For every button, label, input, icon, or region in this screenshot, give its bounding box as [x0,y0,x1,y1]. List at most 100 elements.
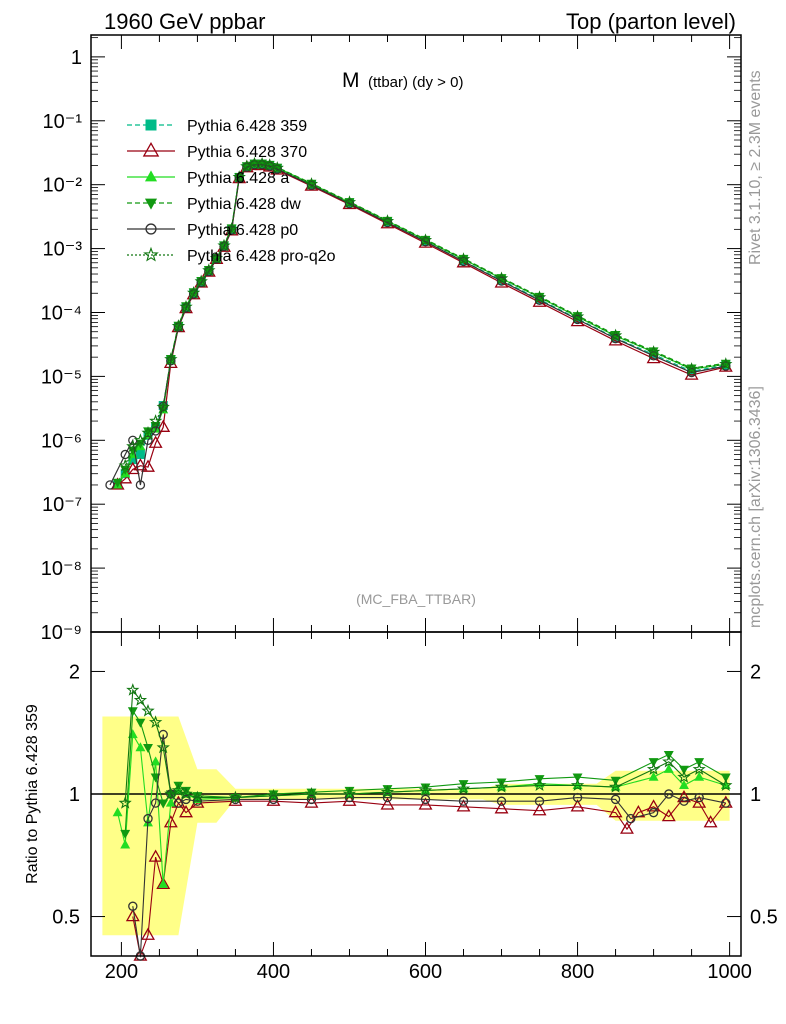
ratio-point [173,798,184,808]
data-point [118,458,132,472]
ratio-y-tick-label: 2 [69,661,80,683]
y-tick-label: 10⁻¹ [43,111,83,133]
ratio-point [164,786,178,800]
data-point [306,180,317,190]
legend-label: Pythia 6.428 a [187,170,289,187]
legend-marker [142,141,160,157]
legend-marker [143,246,159,262]
data-point [226,225,237,235]
ratio-point [494,780,509,793]
data-point [186,286,201,299]
y-tick-label: 10⁻⁹ [41,622,82,644]
data-point [342,195,357,208]
ratio-point [661,808,676,822]
ratio-point [112,807,123,817]
data-point [224,222,239,235]
ratio-point [420,794,431,805]
data-point [420,237,431,247]
ratio-ylabel: Ratio to Pythia 6.428 359 [24,704,41,884]
ratio-point [165,797,176,807]
ratio-point [646,799,661,812]
y-tick-label: 10⁻⁷ [42,494,82,516]
data-point [141,425,155,439]
uncertainty-band [102,716,730,936]
data-point [232,170,246,183]
ratio-point [120,829,131,839]
y-tick-label: 10⁻⁴ [41,302,82,324]
ratio-point [179,787,193,800]
ratio-point [648,771,659,781]
x-tick-label: 200 [105,961,138,983]
ratio-point [141,703,155,717]
ratio-point [679,779,689,789]
ratio-point [570,799,585,812]
ratio-point [306,788,317,798]
ratio-point [694,792,704,803]
ratio-series-2 [120,707,731,839]
ratio-point [380,785,395,798]
chart-title: M [342,69,360,92]
ratio-point [128,901,138,911]
y-tick-label: 10⁻⁸ [41,558,82,580]
ratio-point [692,762,706,776]
data-point [179,300,193,313]
header-right: Top (parton level) [566,9,736,34]
ratio-point [181,794,191,805]
ratio-point [127,729,138,739]
data-point [494,271,509,285]
ratio-y-tick-label-right: 2 [750,661,761,683]
ratio-y-tick-label: 1 [69,784,80,806]
ratio-point [380,797,395,810]
data-point [262,158,277,171]
ratio-point [143,744,153,754]
ratio-point [418,797,433,810]
ratio-point [648,807,659,818]
ratio-point [572,792,583,803]
data-point [456,252,471,266]
data-point [380,214,395,227]
ratio-panel: 0.5 0.5 1 1 2 2 200 400 600 800 1000 Ratio to Pyth… [24,631,778,983]
data-point [156,400,170,413]
data-point [719,357,733,370]
main-series [105,156,733,490]
ratio-point [171,783,186,797]
data-point [141,459,155,472]
watermark: (MC_FBA_TTBAR) [356,591,476,607]
ratio-point [158,878,169,888]
header-left: 1960 GeV ppbar [104,9,265,34]
data-point [156,419,171,432]
ratio-point [118,796,132,809]
ratio-point [608,780,623,793]
data-point [105,480,115,490]
legend-marker [144,170,158,182]
ratio-point [342,786,357,800]
ratio-point [456,781,471,795]
data-point [110,477,125,490]
data-point [112,478,123,488]
ratio-point [532,778,547,791]
data-point [135,449,145,459]
ratio-point [158,799,169,809]
ratio-point [133,693,148,706]
legend: Pythia 6.428 359 Pythia 6.428 370 Pythia 6… [127,118,336,265]
legend-label: Pythia 6.428 p0 [187,222,298,239]
data-point [646,345,661,358]
y-tick-label: 10⁻⁶ [41,430,82,452]
ratio-point [719,778,733,791]
data-point [209,251,224,265]
data-point [173,322,184,332]
data-point [721,361,731,371]
ratio-point [679,796,689,806]
series-4 [105,160,731,490]
ratio-point [610,794,621,805]
series-line [117,164,726,486]
ratio-line [124,709,727,834]
ratio-line [132,734,726,957]
data-point [534,295,545,306]
ratio-point [532,803,547,816]
data-point [135,480,146,490]
ratio-point [382,785,393,795]
data-point [120,449,130,460]
ratio-point [190,790,205,804]
